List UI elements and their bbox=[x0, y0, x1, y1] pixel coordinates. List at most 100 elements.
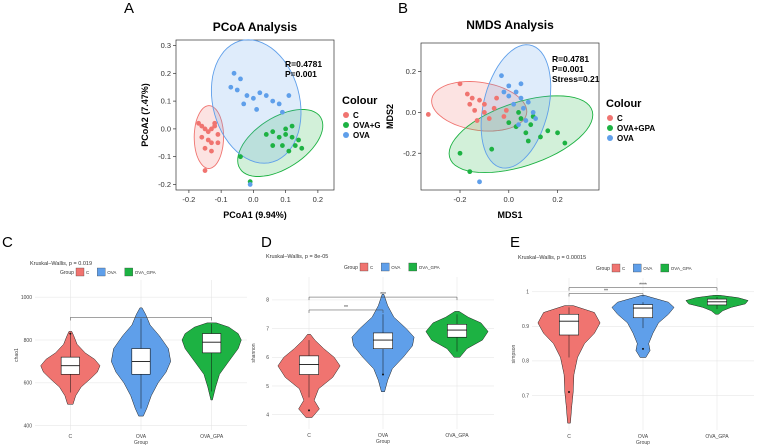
legend-swatch bbox=[381, 262, 390, 272]
y-tick-label: 5 bbox=[266, 384, 269, 390]
data-point bbox=[528, 122, 534, 128]
x-tick-label: 0.2 bbox=[552, 195, 562, 204]
data-point bbox=[270, 129, 276, 135]
significance-label: *** bbox=[380, 292, 386, 298]
outlier-point bbox=[642, 347, 644, 350]
bracket-line bbox=[308, 309, 384, 313]
x-tick-label: -0.1 bbox=[215, 195, 228, 204]
nmds-chart: NMDS Analysis -0.2 0.0 0.2 -0.2 0.0 0.2 MDS1 MDS… bbox=[385, 18, 655, 220]
legend-title: Group bbox=[344, 265, 358, 271]
data-point bbox=[209, 126, 214, 132]
y-tick-label: -0.1 bbox=[158, 152, 171, 161]
data-point bbox=[199, 123, 205, 129]
box bbox=[60, 356, 80, 375]
violin-ova bbox=[111, 307, 171, 417]
y-tick-label: 8 bbox=[266, 298, 269, 304]
data-point bbox=[477, 97, 482, 103]
legend-label: OVA bbox=[353, 131, 370, 140]
bracket-line bbox=[568, 293, 644, 297]
x-tick-label: C bbox=[307, 433, 311, 439]
stat-title: Kruskal–Wallis, p = 0.00015 bbox=[518, 255, 586, 261]
y-tick-label: 0.3 bbox=[161, 41, 171, 50]
y-tick-label: 0.2 bbox=[406, 67, 416, 76]
legend-label: OVA bbox=[391, 265, 400, 270]
legend-swatch bbox=[633, 263, 642, 273]
data-point bbox=[538, 134, 543, 140]
x-tick-label: C bbox=[567, 434, 571, 440]
legend-label: OVA_GPA bbox=[419, 265, 440, 270]
series-ova+gpa bbox=[457, 110, 568, 175]
plot-area bbox=[272, 277, 494, 429]
x-axis-label: Group bbox=[636, 440, 650, 446]
y-tick-label: 400 bbox=[24, 424, 33, 430]
data-point bbox=[209, 148, 214, 154]
violin-shape bbox=[40, 331, 101, 405]
legend-swatch bbox=[343, 132, 349, 138]
data-point bbox=[244, 93, 250, 98]
x-tick-label: -0.2 bbox=[182, 195, 195, 204]
data-point bbox=[562, 140, 568, 146]
legend-swatch bbox=[660, 263, 669, 273]
data-point bbox=[506, 120, 512, 126]
stat-title: Kruskal–Wallis, p = 8e-05 bbox=[266, 254, 328, 260]
data-point bbox=[525, 99, 531, 105]
pcoa-chart: PCoA Analysis -0.2 -0.1 0.0 0.1 0.2 -0.2 -0.1 0.… bbox=[140, 20, 380, 220]
box bbox=[202, 333, 222, 354]
plot-area bbox=[175, 39, 335, 191]
x-tick-label: -0.2 bbox=[454, 195, 467, 204]
series-c bbox=[196, 120, 221, 173]
data-point bbox=[209, 140, 214, 146]
stat-text: R=0.4781 bbox=[285, 59, 322, 69]
legend-label: C bbox=[86, 270, 90, 275]
data-point bbox=[516, 110, 521, 115]
data-point bbox=[503, 107, 509, 113]
violin-c bbox=[40, 331, 101, 405]
violin-panel-e: Kruskal–Wallis, p = 0.00015 Group C OVA OVA_… bbox=[511, 255, 754, 446]
y-tick-label: 4 bbox=[266, 412, 269, 418]
outlier-point bbox=[69, 332, 72, 335]
data-point bbox=[481, 110, 487, 115]
group-legend: Group C OVA OVA_GPA bbox=[60, 267, 156, 277]
series-c bbox=[425, 81, 509, 123]
y-tick-label: 0.2 bbox=[161, 69, 171, 78]
data-point bbox=[506, 93, 512, 99]
data-point bbox=[202, 145, 208, 151]
data-point bbox=[196, 120, 201, 126]
data-point bbox=[215, 132, 221, 137]
violin-c bbox=[277, 334, 341, 418]
group-legend: Group C OVA OVA_GPA bbox=[344, 262, 440, 272]
box bbox=[299, 355, 319, 375]
data-point bbox=[276, 101, 282, 107]
group-legend: Group C OVA OVA_GPA bbox=[596, 263, 692, 273]
data-point bbox=[231, 70, 237, 76]
stat-text: Stress=0.21 bbox=[552, 74, 600, 84]
x-tick-label: 0.0 bbox=[248, 195, 258, 204]
data-point bbox=[555, 130, 560, 136]
data-point bbox=[289, 134, 295, 140]
panel-label-a: A bbox=[124, 0, 135, 17]
data-point bbox=[280, 109, 285, 115]
violin-ova bbox=[611, 295, 675, 358]
data-point bbox=[263, 93, 269, 98]
violin-ova_gpa bbox=[425, 311, 489, 358]
box bbox=[559, 313, 579, 336]
data-point bbox=[457, 81, 463, 87]
data-point bbox=[205, 129, 211, 135]
series-ova bbox=[477, 73, 539, 185]
y-axis-label: MDS2 bbox=[385, 104, 395, 129]
stat-text: P=0.001 bbox=[552, 64, 584, 74]
legend-swatch bbox=[607, 125, 613, 131]
violin-shape bbox=[537, 305, 601, 424]
legend-label: OVA+GPA bbox=[617, 124, 655, 133]
ellipse-c bbox=[193, 105, 225, 169]
data-point bbox=[506, 83, 512, 89]
bracket-line bbox=[568, 287, 718, 291]
legend-swatch bbox=[124, 267, 133, 277]
significance-bracket: ** bbox=[308, 305, 384, 313]
stat-text: R=0.4781 bbox=[552, 54, 589, 64]
box bbox=[707, 298, 727, 306]
data-point bbox=[254, 107, 260, 112]
y-tick-label: 0.9 bbox=[522, 324, 529, 330]
violin-shape bbox=[111, 307, 171, 417]
ellipse-ova bbox=[210, 39, 302, 164]
